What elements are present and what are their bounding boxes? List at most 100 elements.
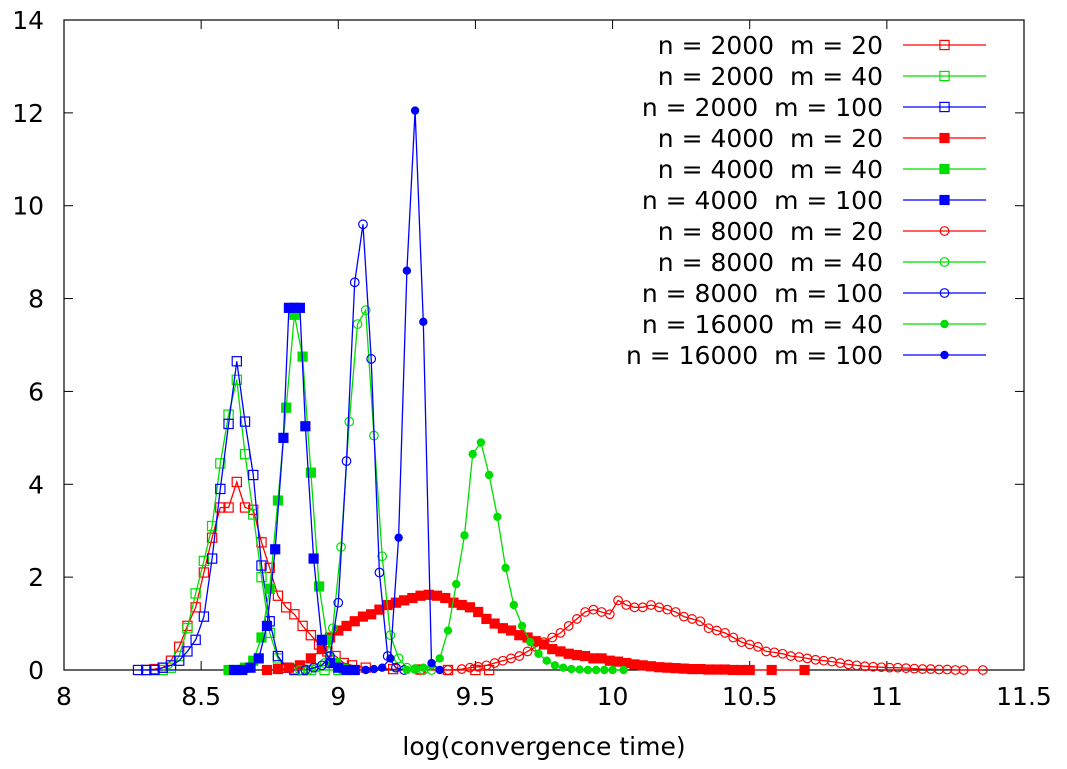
data-point (270, 544, 281, 555)
data-point (132, 664, 144, 676)
series (223, 309, 358, 676)
data-point (206, 520, 218, 532)
data-point (572, 614, 582, 624)
data-point (349, 664, 360, 676)
data-point (402, 665, 412, 675)
x-tick-label: 11 (871, 682, 903, 711)
data-point (377, 663, 387, 672)
data-point (526, 637, 535, 647)
data-point (174, 655, 185, 666)
data-point (939, 101, 950, 113)
data-point (305, 653, 316, 664)
data-point (728, 632, 739, 643)
data-point (522, 646, 533, 657)
data-point (476, 438, 486, 447)
x-tick-label: 10.5 (722, 682, 778, 711)
data-point (313, 581, 325, 592)
data-point (473, 606, 484, 618)
data-point (333, 597, 344, 608)
legend-label: n = 2000 m = 20 (658, 31, 883, 60)
data-point (358, 219, 368, 230)
legend-label: n = 16000 m = 40 (642, 310, 883, 339)
data-point (940, 319, 949, 329)
data-point (256, 571, 267, 583)
data-point (272, 663, 284, 675)
data-point (223, 418, 234, 430)
data-point (253, 653, 264, 664)
data-point (402, 266, 412, 275)
data-point (190, 634, 201, 646)
data-point (190, 588, 201, 599)
data-point (198, 567, 210, 578)
data-point (327, 623, 338, 634)
data-point (278, 432, 289, 443)
legend-label: n = 2000 m = 100 (642, 93, 883, 122)
data-point (470, 664, 481, 676)
plot-frame (63, 19, 1025, 671)
series (361, 106, 444, 675)
data-point (720, 627, 730, 638)
data-point (410, 106, 420, 115)
data-point (547, 632, 558, 643)
data-point (141, 664, 152, 676)
x-tick-label: 8 (56, 682, 72, 711)
x-tick-label: 10 (597, 682, 629, 711)
data-point (619, 665, 628, 675)
x-axis-title: log(convergence time) (402, 732, 685, 761)
x-tick-label: 9.5 (456, 682, 496, 711)
y-tick-label: 10 (12, 192, 44, 221)
y-tick-label: 6 (28, 377, 44, 406)
series (415, 595, 988, 675)
data-point (377, 551, 388, 562)
x-tick-label: 8.5 (181, 682, 221, 711)
data-point (297, 620, 308, 632)
data-point (231, 356, 242, 367)
data-point (613, 595, 623, 606)
data-point (294, 302, 305, 313)
data-point (514, 651, 525, 661)
data-point (248, 509, 259, 520)
data-point (452, 579, 461, 589)
data-point (182, 646, 193, 657)
data-point (256, 560, 267, 571)
data-point (939, 288, 950, 298)
data-point (316, 634, 327, 645)
data-point (799, 664, 810, 676)
data-point (316, 660, 327, 671)
data-point (289, 609, 300, 620)
data-point (550, 661, 560, 670)
data-point (344, 416, 355, 427)
y-tick-label: 14 (12, 6, 44, 35)
data-point (198, 611, 210, 622)
data-point (977, 665, 988, 675)
data-point (239, 502, 251, 513)
data-point (542, 656, 551, 665)
data-point (443, 626, 453, 635)
series-line (365, 110, 441, 671)
series-line (138, 361, 303, 671)
data-point (272, 590, 284, 601)
data-point (940, 350, 949, 360)
data-point (493, 512, 502, 521)
legend: n = 2000 m = 20n = 2000 m = 40n = 2000 m… (626, 31, 986, 370)
data-point (190, 602, 201, 613)
data-point (483, 664, 495, 676)
axis-ticks: 8 8.5 9 9.5 10 10.5 11 11.5 0 2 4 6 8 10 12 14 (12, 6, 1052, 711)
data-point (206, 553, 218, 564)
series-layer (132, 106, 988, 676)
data-point (281, 402, 292, 413)
data-point (939, 163, 950, 175)
series (261, 589, 810, 676)
data-point (534, 649, 543, 658)
data-point (427, 658, 436, 668)
data-point (305, 629, 317, 641)
data-point (369, 664, 379, 674)
legend-label: n = 2000 m = 40 (658, 62, 883, 91)
x-tick-label: 9 (330, 682, 346, 711)
data-point (567, 664, 576, 674)
data-point (394, 533, 403, 542)
data-point (157, 662, 168, 673)
legend-label: n = 8000 m = 20 (658, 217, 883, 246)
series (402, 438, 628, 675)
data-point (149, 664, 160, 676)
